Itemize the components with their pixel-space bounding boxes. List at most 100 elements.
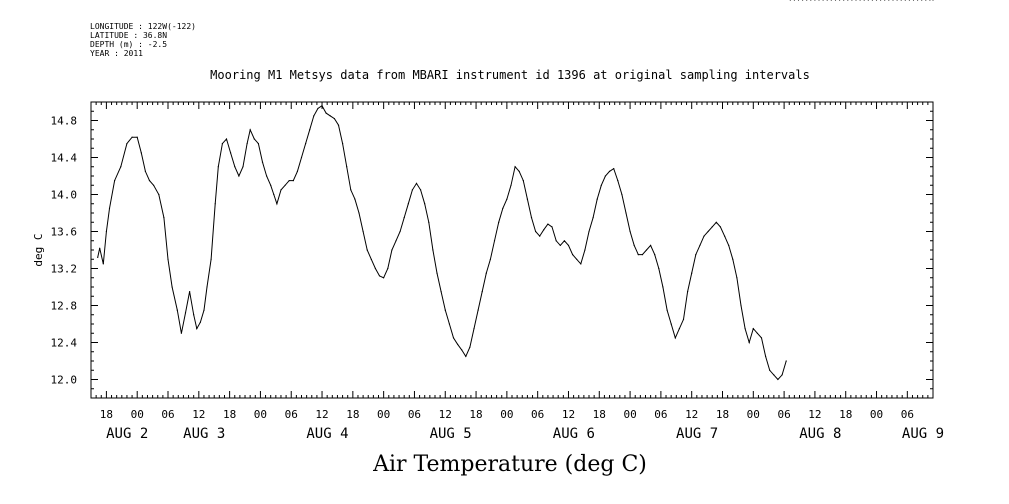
y-tick-label: 12.4 bbox=[51, 337, 78, 350]
x-tick-label: 18 bbox=[839, 408, 852, 421]
data-point bbox=[452, 337, 455, 339]
data-point bbox=[724, 235, 726, 237]
y-tick-label: 12.0 bbox=[51, 374, 78, 387]
data-point bbox=[576, 258, 578, 260]
data-point bbox=[424, 203, 426, 205]
data-point bbox=[280, 189, 282, 191]
data-point bbox=[617, 180, 619, 182]
data-point bbox=[108, 207, 111, 209]
x-day-label: AUG 7 bbox=[676, 426, 718, 442]
data-point bbox=[884, 0, 886, 1]
x-day-label: AUG 2 bbox=[106, 426, 148, 442]
data-point bbox=[535, 230, 537, 233]
data-point bbox=[461, 349, 463, 351]
data-point bbox=[559, 244, 561, 246]
data-point bbox=[176, 309, 178, 311]
data-point bbox=[765, 355, 767, 357]
data-point bbox=[378, 275, 381, 277]
x-tick-label: 12 bbox=[562, 408, 575, 421]
data-point bbox=[415, 182, 418, 184]
data-point bbox=[584, 249, 586, 251]
x-tick-label: 06 bbox=[777, 408, 790, 421]
data-point bbox=[158, 193, 160, 196]
data-point bbox=[604, 175, 607, 177]
data-point bbox=[551, 226, 553, 228]
data-point bbox=[699, 244, 701, 246]
data-point bbox=[276, 203, 278, 205]
data-point bbox=[633, 244, 635, 246]
x-tick-label: 06 bbox=[654, 408, 667, 421]
data-point bbox=[238, 175, 240, 177]
data-point bbox=[242, 166, 244, 168]
data-point bbox=[588, 230, 590, 233]
data-point bbox=[522, 180, 524, 182]
data-point bbox=[350, 189, 352, 191]
x-tick-label: 12 bbox=[685, 408, 698, 421]
data-point bbox=[206, 286, 208, 288]
data-point bbox=[826, 0, 828, 1]
data-point bbox=[641, 254, 644, 256]
data-point bbox=[485, 272, 487, 274]
data-point bbox=[678, 328, 681, 330]
series-line bbox=[97, 104, 787, 381]
data-point bbox=[847, 0, 849, 1]
data-point bbox=[715, 221, 717, 223]
data-point bbox=[199, 321, 201, 323]
data-point bbox=[140, 152, 142, 154]
data-point bbox=[167, 258, 169, 260]
data-point bbox=[592, 217, 594, 219]
data-point bbox=[457, 343, 459, 345]
y-tick-label: 14.8 bbox=[51, 115, 78, 128]
data-point bbox=[917, 0, 919, 1]
data-point bbox=[171, 286, 173, 288]
data-point bbox=[273, 193, 275, 196]
data-point bbox=[859, 0, 861, 1]
data-point bbox=[851, 0, 853, 1]
data-point bbox=[908, 0, 910, 1]
data-point bbox=[896, 0, 898, 1]
data-point bbox=[136, 136, 138, 138]
data-point bbox=[645, 249, 648, 251]
data-point bbox=[114, 180, 116, 182]
data-point bbox=[97, 256, 99, 258]
data-point bbox=[288, 180, 290, 182]
data-point bbox=[810, 0, 812, 1]
x-day-label: AUG 3 bbox=[183, 426, 225, 442]
data-point bbox=[210, 258, 212, 260]
data-point bbox=[871, 0, 873, 1]
data-point bbox=[682, 318, 685, 320]
data-point bbox=[163, 217, 165, 219]
data-point bbox=[342, 143, 344, 145]
data-point bbox=[436, 272, 438, 274]
meta-depth: DEPTH (m) : -2.5 bbox=[90, 40, 168, 49]
x-tick-label: 06 bbox=[901, 408, 914, 421]
data-point bbox=[448, 323, 450, 325]
data-point bbox=[580, 263, 582, 265]
data-point bbox=[196, 328, 198, 330]
data-point bbox=[399, 230, 401, 233]
data-point bbox=[126, 143, 128, 145]
data-point bbox=[420, 189, 422, 191]
x-day-label: AUG 9 bbox=[902, 426, 944, 442]
data-point bbox=[567, 244, 570, 246]
data-point bbox=[502, 207, 504, 209]
data-point bbox=[670, 323, 672, 325]
data-point bbox=[748, 341, 750, 344]
data-point bbox=[900, 0, 902, 1]
data-point bbox=[773, 374, 775, 376]
data-point bbox=[144, 170, 146, 172]
data-point bbox=[354, 198, 356, 200]
data-point bbox=[830, 0, 832, 1]
data-point bbox=[270, 184, 272, 186]
x-tick-label: 12 bbox=[315, 408, 328, 421]
data-point bbox=[510, 184, 512, 186]
data-point bbox=[203, 309, 205, 311]
y-tick-label: 13.2 bbox=[51, 263, 78, 276]
data-point bbox=[806, 0, 808, 1]
data-point bbox=[789, 0, 791, 1]
data-point bbox=[740, 304, 742, 307]
data-point bbox=[707, 230, 709, 233]
data-point bbox=[465, 355, 467, 357]
data-point bbox=[572, 254, 574, 256]
x-tick-label: 18 bbox=[346, 408, 359, 421]
